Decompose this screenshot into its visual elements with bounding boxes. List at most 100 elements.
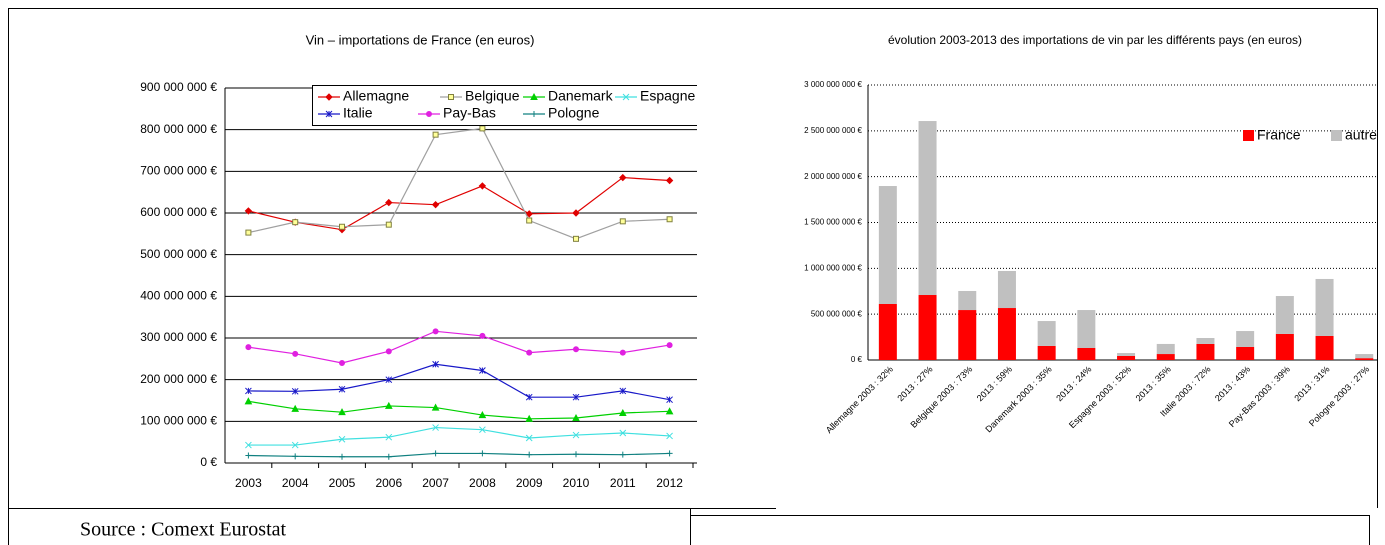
marker — [479, 450, 486, 457]
x-tick-label: 2008 — [469, 476, 496, 490]
marker — [292, 453, 299, 460]
bar-segment — [1117, 353, 1136, 356]
marker — [385, 348, 392, 355]
marker — [245, 344, 252, 351]
marker — [573, 346, 579, 353]
marker — [525, 434, 533, 442]
x-tick-label: 2013 : 24% — [1054, 364, 1093, 403]
x-tick-label: Allemagne 2003 : 32% — [824, 364, 895, 435]
legend-box — [312, 85, 697, 126]
legend-label: France — [1257, 127, 1301, 143]
marker — [666, 450, 673, 457]
marker — [478, 411, 487, 419]
y-tick-label: 500 000 000 € — [811, 309, 863, 318]
bar-segment — [1315, 335, 1334, 360]
chart-title: Vin – importations de France (en euros) — [306, 32, 535, 47]
bar-segment — [1275, 333, 1294, 360]
x-tick-label: 2012 — [656, 476, 683, 490]
marker — [385, 453, 392, 460]
bar-segment — [918, 295, 937, 360]
series-line — [248, 176, 670, 231]
marker — [525, 393, 533, 401]
bar-segment — [997, 308, 1016, 360]
marker — [666, 342, 673, 349]
marker — [619, 451, 626, 458]
marker — [572, 393, 580, 401]
marker — [572, 413, 580, 421]
marker — [244, 207, 253, 215]
bar-segment — [918, 121, 937, 296]
bar-segment — [958, 290, 977, 311]
y-tick-label: 0 € — [851, 355, 863, 364]
bar-segment — [1236, 331, 1255, 347]
marker — [245, 387, 252, 395]
marker — [338, 385, 346, 393]
x-tick-label: 2006 — [375, 476, 402, 490]
bar-segment — [997, 270, 1016, 309]
line-chart: Vin – importations de France (en euros) 0… — [140, 32, 697, 490]
marker — [432, 424, 439, 431]
bar-segment — [958, 310, 977, 360]
marker — [666, 432, 673, 440]
marker — [619, 349, 626, 356]
marker — [478, 182, 487, 190]
series-line — [248, 330, 670, 364]
marker — [619, 173, 627, 182]
marker — [479, 125, 486, 132]
marker — [573, 451, 579, 458]
bar-segment — [1117, 355, 1136, 360]
marker — [618, 408, 627, 416]
marker — [526, 349, 533, 356]
marker — [338, 435, 346, 443]
series-line — [248, 452, 670, 458]
marker — [385, 433, 393, 441]
legend-label: Danemark — [548, 88, 614, 104]
marker — [479, 367, 486, 374]
marker — [619, 429, 627, 437]
marker — [292, 219, 299, 226]
y-tick-label: 700 000 000 € — [140, 164, 217, 178]
marker — [245, 452, 252, 459]
y-tick-label: 800 000 000 € — [140, 122, 217, 136]
legend-label: Pologne — [548, 105, 600, 121]
legend-label: autres pays — [1345, 127, 1385, 143]
bar-segment — [1037, 345, 1056, 360]
bar-chart: évolution 2003-2013 des importations de … — [804, 33, 1385, 435]
marker — [432, 360, 439, 368]
bar-segment — [1156, 343, 1175, 355]
marker — [432, 450, 439, 457]
series-line — [248, 426, 670, 446]
marker — [665, 407, 674, 415]
bar-segment — [1196, 338, 1215, 344]
y-tick-label: 1 000 000 000 € — [804, 263, 862, 272]
y-tick-label: 2 500 000 000 € — [804, 126, 862, 135]
bar-segment — [878, 303, 897, 360]
marker — [531, 111, 537, 117]
marker — [244, 397, 253, 405]
x-tick-label: 2004 — [282, 476, 309, 490]
legend-label: Italie — [343, 105, 373, 121]
bar-segment — [1156, 354, 1175, 360]
legend-label: Allemagne — [343, 88, 409, 104]
x-tick-label: 2005 — [329, 476, 356, 490]
legend-swatch — [1243, 130, 1254, 141]
marker — [572, 431, 580, 439]
y-tick-label: 900 000 000 € — [140, 80, 217, 94]
bar-segment — [1037, 321, 1056, 346]
marker — [479, 426, 486, 434]
x-tick-label: 2007 — [422, 476, 449, 490]
marker — [384, 401, 393, 409]
marker — [245, 229, 252, 236]
bar-segment — [878, 186, 897, 304]
marker — [448, 94, 454, 100]
marker — [666, 216, 673, 223]
x-tick-label: 2013 : 27% — [895, 364, 934, 403]
marker — [245, 441, 252, 449]
legend-label: Belgique — [465, 88, 520, 104]
y-tick-label: 500 000 000 € — [140, 247, 217, 261]
marker — [338, 408, 346, 416]
marker — [525, 414, 534, 422]
marker — [292, 350, 299, 357]
